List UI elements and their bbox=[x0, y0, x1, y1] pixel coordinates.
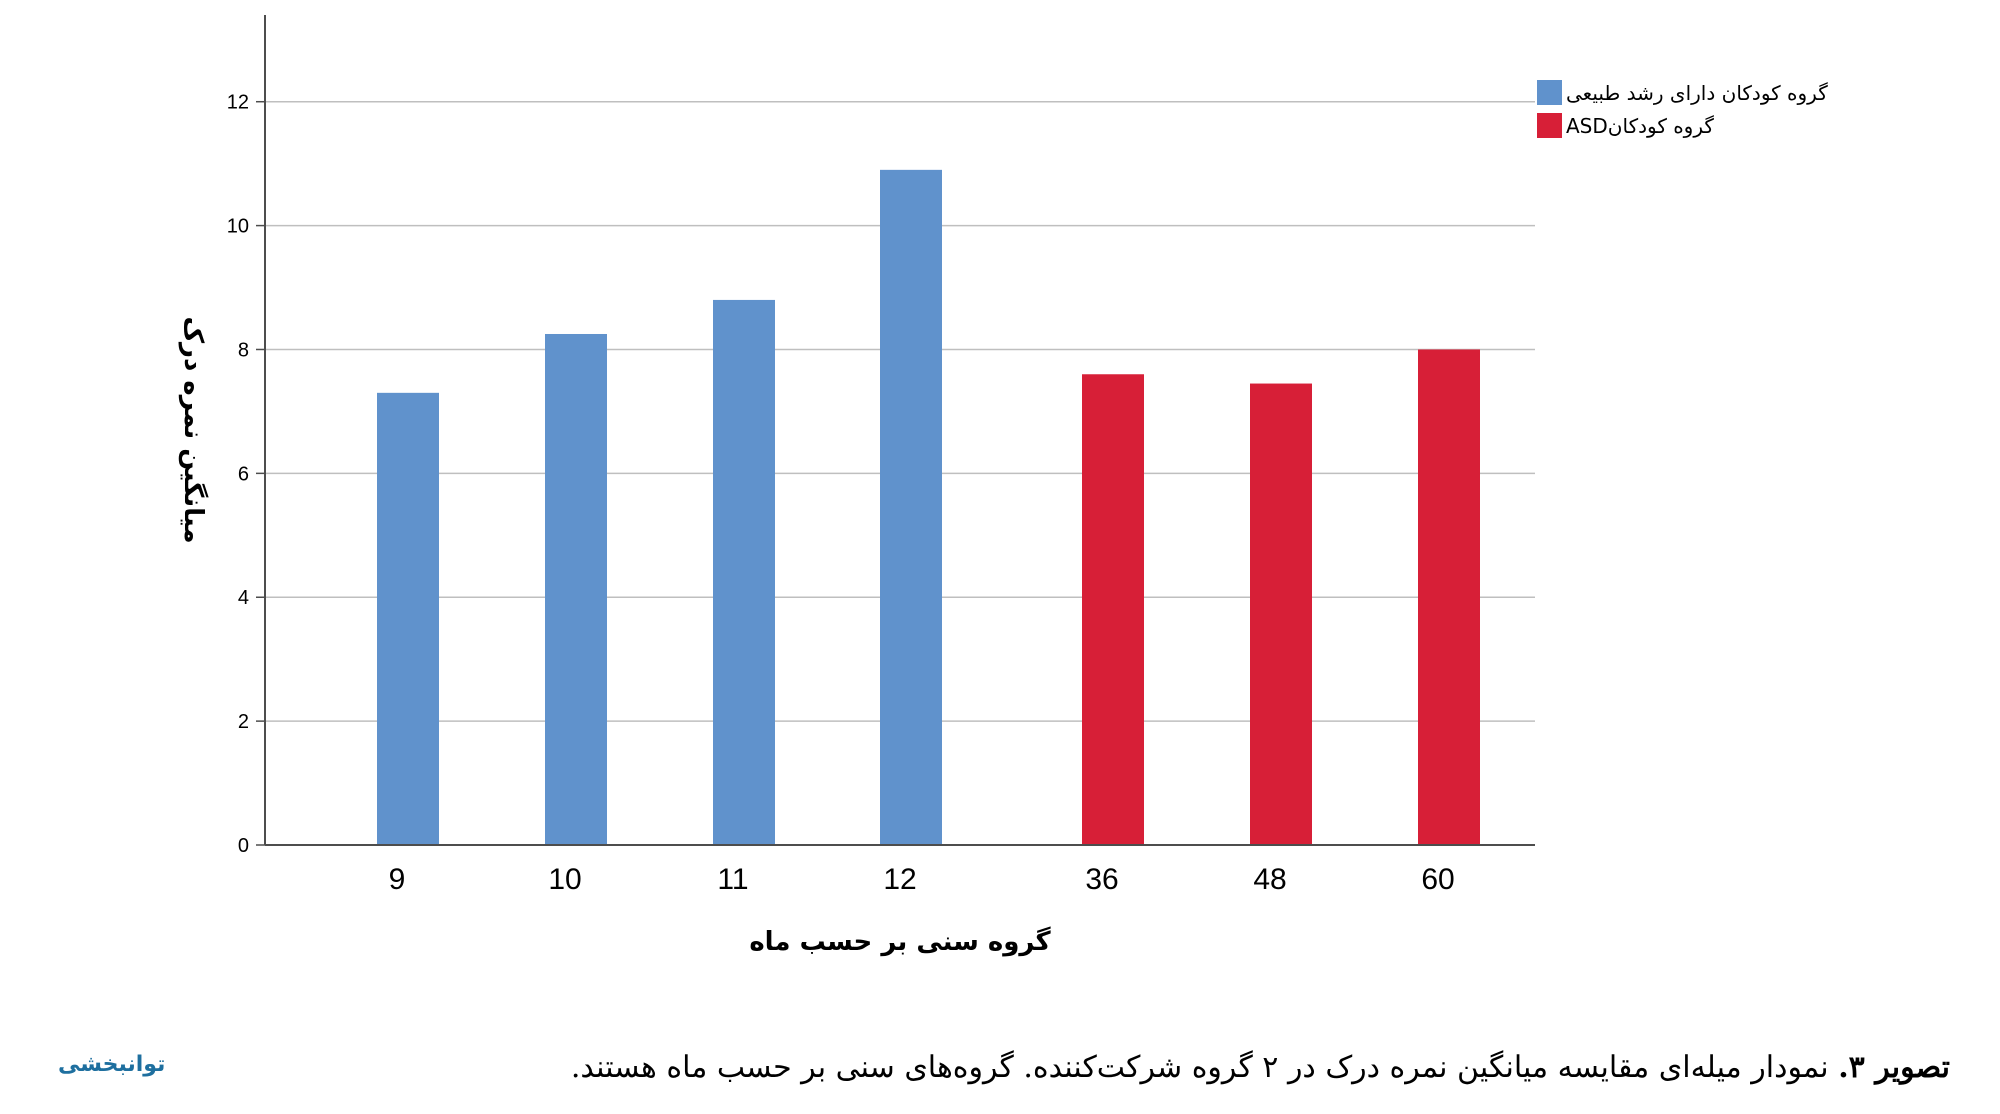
bar-asd-36 bbox=[1082, 374, 1144, 845]
x-tick-label: 60 bbox=[1421, 863, 1454, 896]
legend-swatch bbox=[1537, 80, 1562, 105]
y-tick-label: 10 bbox=[227, 216, 249, 238]
x-tick-label: 11 bbox=[717, 863, 748, 896]
bar-typical-11 bbox=[713, 299, 775, 845]
y-tick-label: 12 bbox=[227, 92, 249, 114]
figure-caption-text: نمودار میله‌ای مقایسه میانگین نمره درک د… bbox=[570, 1050, 1829, 1085]
x-tick-label: 36 bbox=[1085, 863, 1118, 896]
y-axis-title: میانگین نمره درک bbox=[178, 316, 209, 543]
legend-swatch bbox=[1537, 113, 1562, 138]
y-tick-label: 8 bbox=[238, 339, 249, 361]
x-tick-label: 48 bbox=[1253, 863, 1286, 896]
y-tick-labels: 0 2 4 6 8 10 12 bbox=[227, 92, 249, 857]
x-axis-title: گروه سنی بر حسب ماه bbox=[749, 926, 1051, 957]
bar-asd-60 bbox=[1418, 349, 1480, 845]
y-tick-label: 4 bbox=[238, 587, 249, 609]
x-tick-labels: 9 10 11 12 36 48 60 bbox=[389, 863, 1455, 896]
y-tick-label: 0 bbox=[238, 835, 249, 857]
legend-label: گروه کودکان دارای رشد طبیعی bbox=[1566, 81, 1828, 105]
x-tick-label: 9 bbox=[389, 863, 406, 896]
x-tick-label: 10 bbox=[548, 863, 581, 896]
figure-caption-label: تصویر ۳. bbox=[1838, 1050, 1950, 1085]
legend-label: گروه کودکانASD bbox=[1566, 114, 1714, 138]
bar-chart: 0 2 4 6 8 10 12 9 10 11 12 36 48 60 میانگین نمره درک… bbox=[178, 15, 1828, 957]
y-tick-label: 2 bbox=[238, 711, 249, 733]
axes bbox=[264, 15, 1535, 846]
y-tick-label: 6 bbox=[238, 463, 249, 485]
bar-typical-12 bbox=[880, 169, 942, 845]
x-tick-label: 12 bbox=[883, 863, 916, 896]
bar-typical-9 bbox=[377, 392, 439, 845]
bar-asd-48 bbox=[1250, 383, 1312, 845]
legend: گروه کودکان دارای رشد طبیعی گروه کودکانAS… bbox=[1537, 80, 1828, 138]
figure-caption: تصویر ۳. نمودار میله‌ای مقایسه میانگین ن… bbox=[450, 1050, 1950, 1085]
bars bbox=[377, 169, 1480, 845]
brand-logo-text: توانبخشی bbox=[58, 1052, 166, 1077]
bar-typical-10 bbox=[545, 333, 607, 845]
